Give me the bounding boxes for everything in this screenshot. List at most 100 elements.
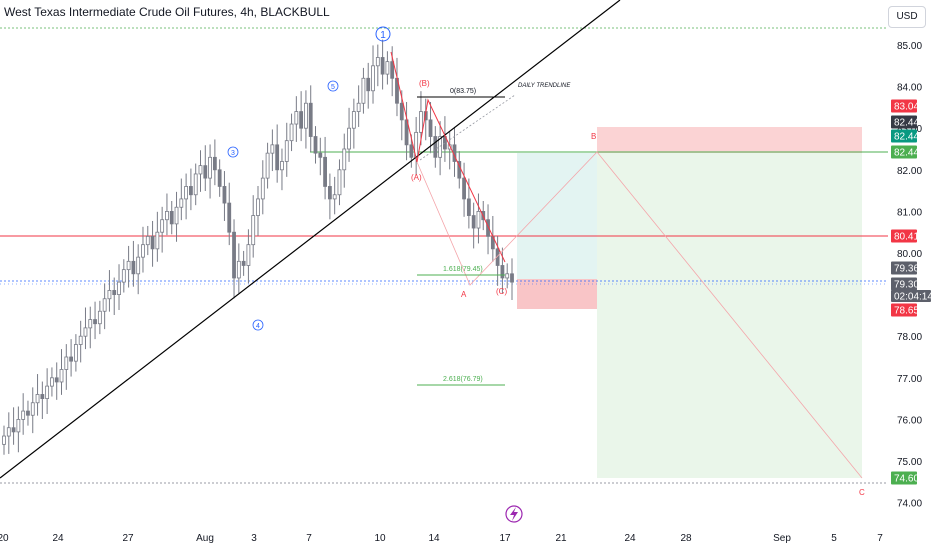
candle [433, 126, 438, 168]
candle [35, 374, 40, 416]
candle [73, 334, 78, 372]
time-tick-label: 24 [624, 533, 636, 544]
candle [332, 176, 337, 215]
candle [419, 91, 423, 146]
candle [64, 344, 69, 390]
candle [375, 44, 380, 87]
candle [236, 243, 241, 294]
daily-trendline-dotted [419, 94, 516, 161]
candle [457, 151, 462, 189]
time-tick-label: Aug [196, 533, 214, 544]
svg-text:80.41: 80.41 [894, 232, 919, 243]
candle [97, 300, 102, 335]
candle [198, 150, 203, 192]
candle [174, 191, 179, 242]
price-tick-label: 85.00 [897, 41, 922, 52]
svg-text:82.44: 82.44 [894, 132, 919, 143]
candle [428, 101, 433, 152]
candle [88, 306, 93, 349]
candle [356, 85, 361, 127]
candle [136, 244, 141, 295]
candle [294, 96, 299, 142]
price-tick-label: 81.00 [897, 207, 922, 218]
time-tick-label: 7 [306, 533, 312, 544]
candle [265, 142, 270, 189]
candle [380, 39, 385, 90]
candle [246, 229, 251, 284]
candle [414, 116, 419, 176]
candle [443, 116, 447, 162]
candle [165, 193, 169, 236]
trendline [0, 0, 621, 479]
candle [299, 91, 304, 142]
candle [304, 90, 308, 149]
pink-projection [416, 151, 863, 479]
candle [102, 283, 107, 330]
target-zone-teal [517, 153, 597, 279]
time-tick-label: 21 [555, 533, 567, 544]
candle [212, 139, 217, 186]
candle [313, 126, 318, 164]
candle [471, 202, 476, 249]
candle [256, 186, 260, 236]
candle [59, 349, 64, 395]
label-c: C [859, 488, 865, 497]
price-tags: 83.04 82.44 82.44 82.44 80.41 79.36 79.3002:04… [891, 99, 932, 485]
svg-text:82.44: 82.44 [894, 148, 919, 159]
red-zone-upper [597, 127, 862, 153]
candle [117, 264, 121, 310]
svg-text:82.44: 82.44 [894, 118, 919, 129]
candle [308, 85, 313, 152]
candle [337, 159, 342, 206]
svg-text:79.36: 79.36 [894, 264, 919, 275]
price-tag-last_a: 79.36 [891, 261, 919, 275]
candle [16, 406, 21, 453]
candle [155, 211, 160, 262]
candle [452, 126, 457, 177]
candle [462, 162, 466, 217]
time-tick-label: 14 [428, 533, 440, 544]
time-tick-label: 17 [499, 533, 511, 544]
candle [342, 133, 347, 188]
wave-a-paren-label: (A) [411, 173, 422, 182]
time-tick-label: 28 [680, 533, 692, 544]
candle [126, 245, 131, 288]
candle [45, 368, 50, 414]
candle [505, 263, 510, 289]
candle [26, 400, 30, 426]
candle [327, 173, 332, 220]
time-tick-label: 20 [0, 533, 9, 544]
svg-text:5: 5 [331, 84, 335, 91]
price-tag-countdown: 02:04:14 [891, 290, 932, 303]
lightning-icon[interactable] [505, 505, 523, 523]
wave-c-paren-label: (C) [496, 287, 507, 296]
candle [11, 407, 16, 445]
svg-text:83.04: 83.04 [894, 102, 919, 113]
candle [141, 226, 145, 273]
candle [361, 67, 366, 114]
price-tag-green_line: 82.44 [891, 145, 919, 159]
candle [251, 195, 256, 258]
price-tick-label: 84.00 [897, 83, 922, 94]
candle [217, 159, 222, 197]
candle [284, 122, 289, 177]
wave-3-marker: 3 [227, 146, 239, 158]
candle [121, 259, 126, 293]
label-a: A [461, 290, 467, 299]
time-axis[interactable]: 20 24 27 Aug 3 7 10 14 17 21 24 28 Sep 5 7 [0, 533, 883, 544]
red-wave-path [390, 51, 506, 263]
candle [145, 225, 150, 256]
candle [351, 98, 356, 149]
candle [203, 145, 208, 192]
candle [189, 168, 193, 211]
svg-text:4: 4 [256, 323, 260, 330]
currency-button[interactable]: USD [888, 6, 926, 28]
candle [50, 367, 54, 397]
candle [193, 163, 198, 206]
price-tick-label: 74.00 [897, 499, 922, 510]
price-tag-ask: 82.44 [891, 115, 919, 129]
candle [476, 193, 481, 244]
candle [500, 247, 505, 294]
candle [150, 220, 155, 267]
